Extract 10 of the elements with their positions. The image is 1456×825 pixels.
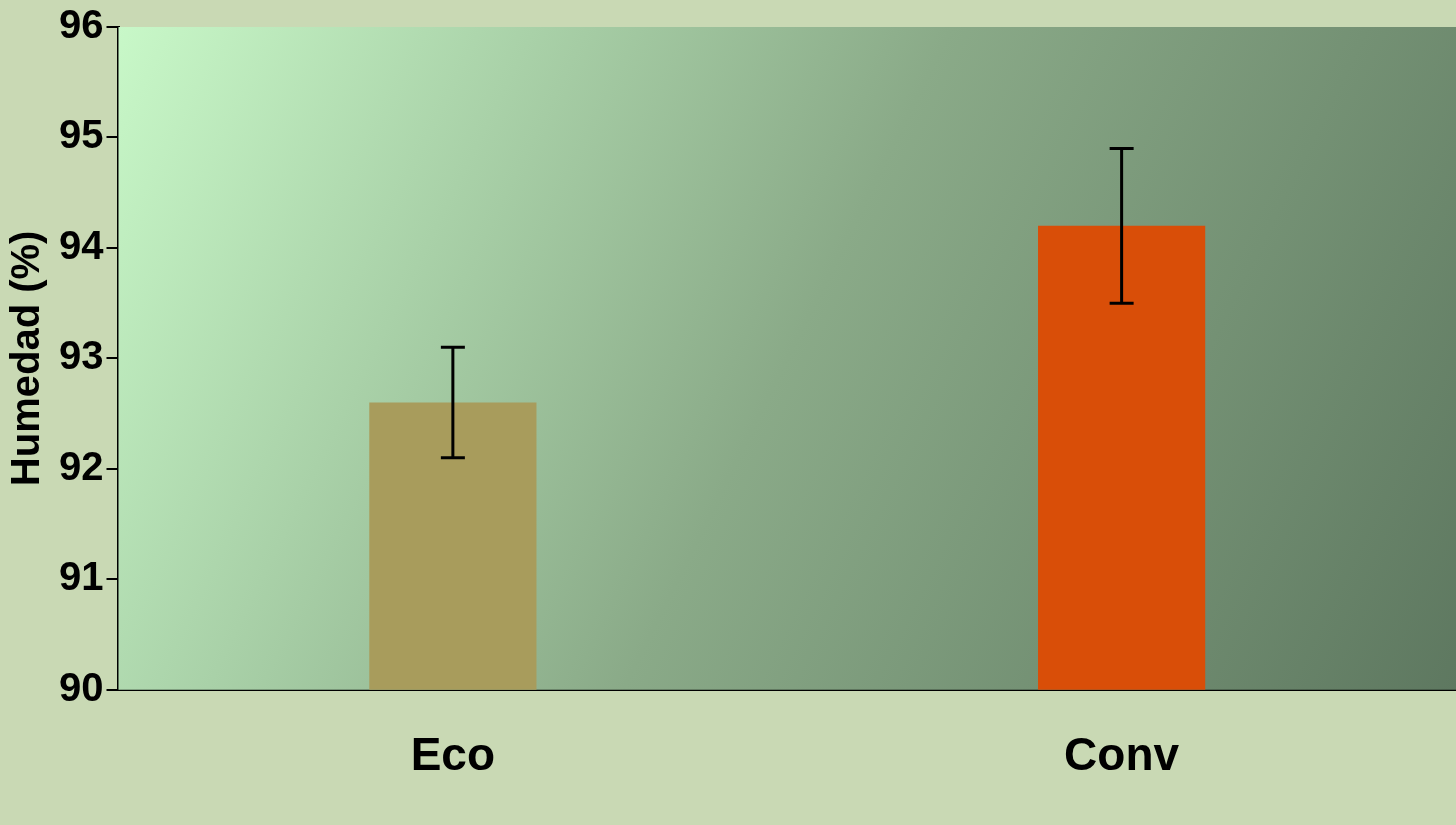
- y-tick-label: 91: [58, 554, 104, 599]
- y-tick-label: 96: [58, 2, 104, 47]
- y-tick-label: 94: [58, 222, 105, 267]
- y-tick-label: 92: [58, 443, 104, 488]
- x-tick-label: Conv: [1064, 728, 1180, 781]
- y-tick-label: 90: [58, 664, 104, 709]
- y-tick-label: 95: [58, 112, 104, 157]
- x-tick-label: Eco: [410, 728, 496, 781]
- y-axis-title: Humedad (%): [3, 230, 48, 487]
- y-tick-label: 93: [58, 333, 104, 378]
